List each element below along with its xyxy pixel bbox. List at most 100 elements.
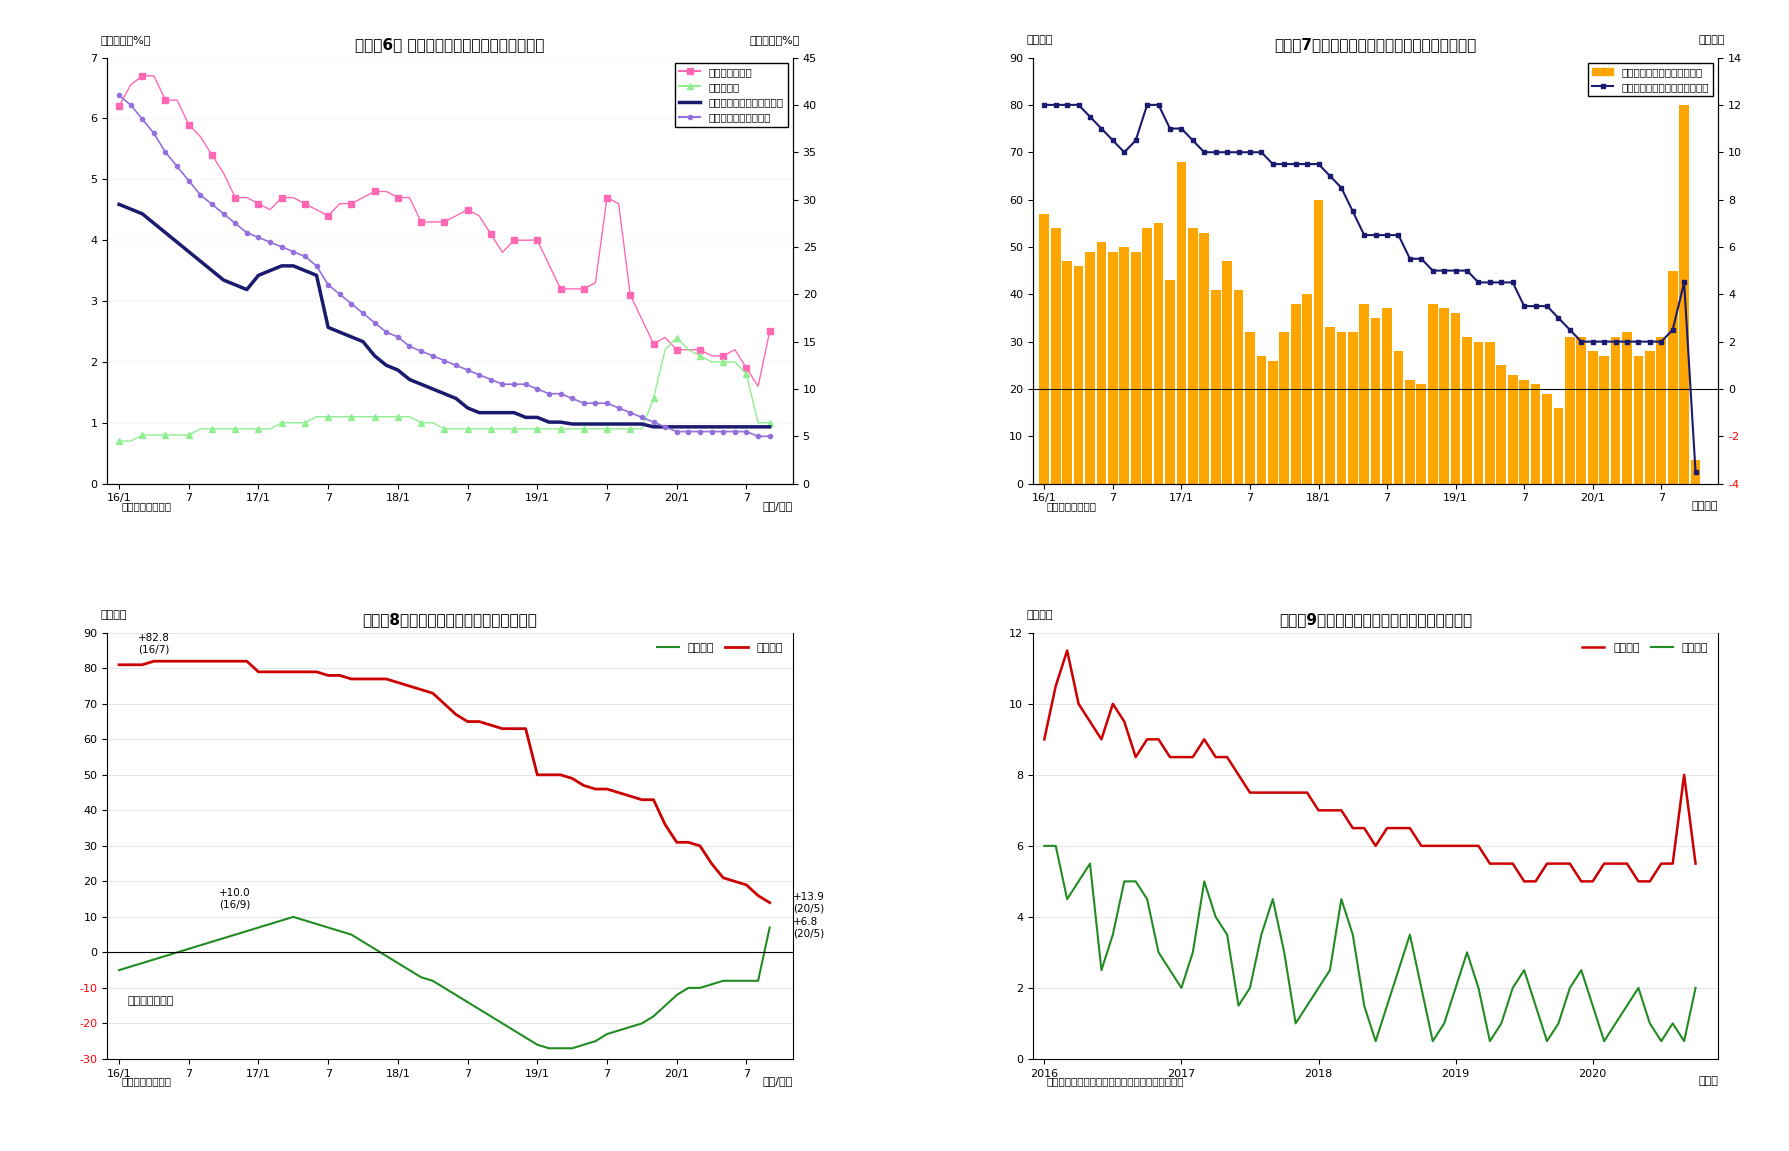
- Bar: [1404, 380, 1413, 483]
- Text: +13.9
(20/5): +13.9 (20/5): [793, 892, 825, 914]
- 日銀券発行残高: [131, 69, 152, 83]
- Bar: [1256, 356, 1265, 483]
- Bar: [1472, 342, 1483, 483]
- 日銀当座預金（右軸）: [143, 127, 165, 140]
- 短期国債: [143, 953, 165, 967]
- Line: 日銀当座預金（右軸）: 日銀当座預金（右軸）: [116, 93, 771, 439]
- Title: （図表9）日銀の国債買入れ額（月次フロー）: （図表9）日銀の国債買入れ額（月次フロー）: [1279, 612, 1471, 627]
- Text: （資料）日本銀行: （資料）日本銀行: [122, 501, 172, 511]
- Text: （兆円）: （兆円）: [1025, 35, 1052, 45]
- Text: （資料）日本銀行: （資料）日本銀行: [1047, 501, 1097, 511]
- Bar: [1542, 394, 1551, 483]
- 長期国債: [1478, 856, 1499, 870]
- 日銀当座預金（右軸）: [748, 429, 769, 443]
- Line: 短期国債: 短期国債: [118, 917, 769, 1049]
- Line: 短期国債: 短期国債: [1043, 846, 1694, 1042]
- 短期国債: [399, 963, 420, 977]
- Legend: 日銀券発行残高, 貨幣流通高, マネタリーベース（右軸）, 日銀当座預金（右軸）: 日銀券発行残高, 貨幣流通高, マネタリーベース（右軸）, 日銀当座預金（右軸）: [674, 63, 787, 127]
- 日銀券発行残高: [154, 93, 175, 107]
- 短期国債: [1660, 1016, 1682, 1030]
- Bar: [1233, 290, 1243, 483]
- 長期国債: [562, 771, 583, 785]
- Bar: [1576, 337, 1585, 483]
- 長期国債: [1605, 856, 1626, 870]
- Text: （年月）: （年月）: [1691, 501, 1717, 511]
- 日銀券発行残高: [748, 380, 769, 394]
- Text: （年/月）: （年/月）: [762, 1076, 793, 1087]
- Bar: [1633, 356, 1642, 483]
- Bar: [1097, 242, 1106, 483]
- 長期国債: [572, 778, 594, 792]
- Text: （資料）日本銀行: （資料）日本銀行: [122, 1076, 172, 1087]
- 貨幣流通高: [107, 434, 129, 448]
- Title: （図表7）マネタリーベース残高と前月比の推移: （図表7）マネタリーベース残高と前月比の推移: [1274, 37, 1476, 52]
- 長期国債: [1056, 643, 1077, 657]
- Legend: 短期国債, 長期国債: 短期国債, 長期国債: [651, 639, 787, 657]
- Text: （年）: （年）: [1698, 1076, 1717, 1087]
- Text: +10.0
(16/9): +10.0 (16/9): [220, 889, 250, 909]
- Bar: [1358, 304, 1369, 483]
- Bar: [1370, 318, 1379, 483]
- 日銀当座預金（右軸）: [283, 245, 304, 259]
- Text: （資料）日銀データよりニッセイ基礎研究所作成: （資料）日銀データよりニッセイ基礎研究所作成: [1047, 1076, 1183, 1087]
- 短期国債: [283, 910, 304, 924]
- Legend: 長期国債, 短期国債: 長期国債, 短期国債: [1576, 639, 1712, 657]
- 長期国債: [1193, 732, 1215, 746]
- Bar: [1519, 380, 1528, 483]
- Text: （月末ベース）: （月末ベース）: [127, 996, 174, 1006]
- 短期国債: [538, 1042, 560, 1055]
- Bar: [1678, 105, 1689, 483]
- マネタリーベース（右軸）: [107, 198, 129, 212]
- Text: +6.8
(20/5): +6.8 (20/5): [793, 916, 823, 938]
- Line: 長期国債: 長期国債: [1043, 650, 1694, 882]
- Bar: [1313, 199, 1322, 483]
- Bar: [1039, 214, 1048, 483]
- 長期国債: [759, 895, 780, 909]
- Bar: [1347, 333, 1356, 483]
- 日銀当座預金（右軸）: [549, 387, 571, 401]
- Bar: [1188, 228, 1197, 483]
- 日銀券発行残高: [143, 69, 165, 83]
- マネタリーベース末残の前年差: [1193, 145, 1215, 159]
- 日銀券発行残高: [562, 282, 583, 296]
- Bar: [1553, 407, 1562, 483]
- Legend: 季節調整済み前月差（右軸）, マネタリーベース末残の前年差: 季節調整済み前月差（右軸）, マネタリーベース末残の前年差: [1587, 63, 1712, 97]
- 貨幣流通高: [131, 428, 152, 442]
- 貨幣流通高: [549, 422, 571, 436]
- Bar: [1175, 161, 1186, 483]
- Bar: [1449, 313, 1460, 483]
- Bar: [1610, 337, 1619, 483]
- 日銀当座預金（右軸）: [131, 112, 152, 125]
- Bar: [1530, 384, 1540, 483]
- 日銀当座預金（右軸）: [107, 89, 129, 102]
- Bar: [1415, 384, 1426, 483]
- Bar: [1691, 460, 1700, 483]
- Bar: [1267, 360, 1277, 483]
- Bar: [1131, 252, 1140, 483]
- Bar: [1107, 252, 1116, 483]
- Bar: [1290, 304, 1301, 483]
- 長期国債: [1032, 732, 1054, 746]
- Bar: [1324, 327, 1335, 483]
- Text: +82.8
(16/7): +82.8 (16/7): [138, 633, 170, 654]
- Bar: [1209, 290, 1220, 483]
- 貨幣流通高: [386, 410, 408, 424]
- 長期国債: [1683, 856, 1705, 870]
- Line: 日銀券発行残高: 日銀券発行残高: [116, 73, 773, 389]
- Bar: [1073, 266, 1082, 483]
- Line: マネタリーベース（右軸）: マネタリーベース（右軸）: [118, 205, 769, 427]
- Title: （図表8）日銀国債保有残高の前年比増減: （図表8）日銀国債保有残高の前年比増減: [363, 612, 537, 627]
- Text: （兆円）: （兆円）: [100, 610, 127, 620]
- Bar: [1336, 333, 1345, 483]
- 短期国債: [293, 914, 315, 928]
- マネタリーベース末残の前年差: [1683, 465, 1705, 479]
- 長期国債: [131, 658, 152, 672]
- Bar: [1644, 351, 1653, 483]
- Bar: [1061, 261, 1072, 483]
- Bar: [1050, 228, 1059, 483]
- 短期国債: [1478, 1035, 1499, 1049]
- マネタリーベース末残の前年差: [1181, 134, 1202, 147]
- Bar: [1621, 333, 1632, 483]
- Text: （前年比、%）: （前年比、%）: [100, 35, 150, 45]
- Bar: [1084, 252, 1095, 483]
